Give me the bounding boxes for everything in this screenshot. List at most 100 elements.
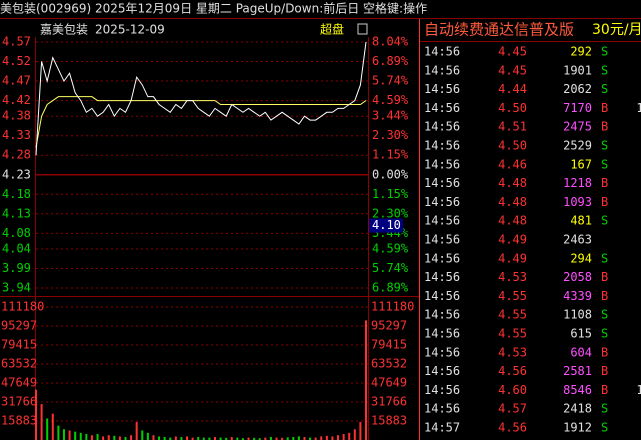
y-tick-label: 4.28 (2, 148, 31, 162)
volume-tick-label: 79415 (1, 337, 37, 351)
trade-time: 14:56 (424, 233, 460, 247)
trade-volume: 2062 (563, 82, 592, 96)
trade-side: S (601, 139, 608, 153)
trade-time: 14:56 (424, 289, 460, 303)
trade-side: S (601, 82, 608, 96)
trade-price: 4.56 (498, 421, 527, 435)
volume-bar (40, 404, 43, 440)
trade-volume: 4339 (563, 289, 592, 303)
stock-name: 嘉美包装 (40, 23, 88, 37)
volume-bar (258, 438, 261, 440)
pct-label: 5.74% (372, 261, 409, 275)
volume-tick-label: 31766 (1, 394, 37, 408)
volume-tick-label-right: 47649 (371, 375, 407, 389)
y-tick-label: 4.08 (2, 226, 31, 240)
volume-bar (46, 418, 49, 440)
trade-time: 14:56 (424, 402, 460, 416)
trade-price: 4.53 (498, 270, 527, 284)
trade-side: S (601, 327, 608, 341)
trade-count: 140 (636, 383, 641, 397)
volume-bar (253, 437, 256, 440)
cursor-label: 4.10 (372, 218, 401, 232)
volume-bar (213, 437, 216, 440)
trade-volume: 1218 (563, 176, 592, 190)
y-tick-label: 4.42 (2, 93, 31, 107)
trade-volume: 167 (570, 157, 592, 171)
volume-bar (286, 437, 289, 440)
trade-side: B (601, 195, 608, 209)
y-tick-label: 3.99 (2, 261, 31, 275)
volume-tick-label-right: 95297 (371, 319, 407, 333)
volume-bar (342, 434, 345, 440)
trade-time: 14:56 (424, 214, 460, 228)
volume-bar (281, 437, 284, 440)
y-tick-label: 4.13 (2, 206, 31, 220)
volume-tick-label: 95297 (1, 319, 37, 333)
chart-date: 2025-12-09 (95, 23, 165, 37)
volume-bar (163, 437, 166, 440)
volume-bar (331, 436, 334, 440)
trade-volume: 2463 (563, 233, 592, 247)
trade-price: 4.55 (498, 308, 527, 322)
pct-label: 6.89% (372, 281, 409, 295)
trade-price: 4.45 (498, 63, 527, 77)
trade-time: 14:56 (424, 82, 460, 96)
volume-bar (68, 430, 71, 440)
trade-side: S (601, 45, 608, 59)
pct-label: 5.74% (372, 74, 409, 88)
volume-bar (62, 429, 65, 440)
trade-volume: 8546 (563, 383, 592, 397)
options-button[interactable] (357, 23, 368, 35)
volume-tick-label: 15883 (1, 413, 37, 427)
trade-volume: 294 (570, 251, 592, 265)
trade-price: 4.51 (498, 120, 527, 134)
volume-bar (202, 437, 205, 440)
volume-bar (169, 437, 172, 440)
trade-time: 14:56 (424, 345, 460, 359)
pct-label: 4.59% (372, 241, 409, 255)
trade-price: 4.48 (498, 195, 527, 209)
volume-bar (113, 435, 116, 440)
trade-time: 14:56 (424, 176, 460, 190)
pct-label: 3.44% (372, 109, 409, 123)
pct-label: 2.30% (372, 128, 409, 142)
trade-price: 4.44 (498, 82, 527, 96)
y-tick-label: 4.47 (2, 74, 31, 88)
volume-bar (269, 437, 272, 440)
trade-time: 14:56 (424, 139, 460, 153)
volume-bar (186, 436, 189, 440)
trade-side: B (601, 383, 608, 397)
volume-bar (135, 422, 138, 440)
volume-bar (219, 437, 222, 440)
volume-bar (74, 431, 77, 440)
trade-volume: 2475 (563, 120, 592, 134)
trade-price: 4.55 (498, 289, 527, 303)
trade-price: 4.45 (498, 45, 527, 59)
volume-bar (174, 436, 177, 440)
trade-volume: 481 (570, 214, 592, 228)
trade-price: 4.53 (498, 345, 527, 359)
volume-bar (180, 437, 183, 440)
volume-tick-label-right: 79415 (371, 337, 407, 351)
trade-price: 4.49 (498, 233, 527, 247)
trade-price: 4.57 (498, 402, 527, 416)
trade-time: 14:56 (424, 327, 460, 341)
trade-side: B (601, 176, 608, 190)
pct-label: 4.59% (372, 93, 409, 107)
volume-bar (348, 432, 351, 440)
trade-price: 4.60 (498, 383, 527, 397)
trade-price: 4.48 (498, 214, 527, 228)
volume-bar (51, 413, 54, 440)
y-tick-label: 4.33 (2, 128, 31, 142)
y-tick-label: 4.04 (2, 241, 31, 255)
volume-bar (90, 435, 93, 440)
volume-bar (35, 389, 37, 440)
y-tick-label: 3.94 (2, 281, 31, 295)
trade-side: S (601, 157, 608, 171)
volume-bar (365, 320, 367, 440)
volume-tick-label: 63532 (1, 356, 37, 370)
trade-time: 14:56 (424, 120, 460, 134)
volume-bar (230, 437, 233, 440)
trade-volume: 2058 (563, 270, 592, 284)
volume-bar (118, 436, 121, 440)
